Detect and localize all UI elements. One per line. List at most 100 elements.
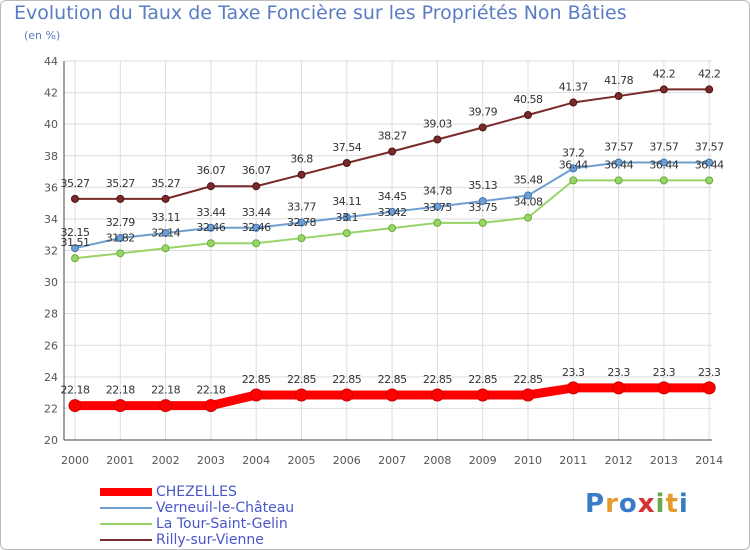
data-label: 33.75 <box>468 201 497 214</box>
legend-item-la-tour: La Tour-Saint-Gelin <box>100 516 294 532</box>
data-label: 36.8 <box>290 153 313 166</box>
data-label: 22.85 <box>468 373 497 386</box>
x-tick-label: 2011 <box>559 454 587 467</box>
data-label: 32.79 <box>106 216 135 229</box>
data-label: 32.78 <box>287 216 316 229</box>
legend-item-chezelles: CHEZELLES <box>100 484 294 500</box>
data-label: 34.45 <box>378 190 407 203</box>
data-point <box>702 381 716 395</box>
x-tick-label: 2002 <box>152 454 180 467</box>
data-label: 22.18 <box>61 384 90 397</box>
y-tick-label: 26 <box>44 339 58 352</box>
y-tick-label: 42 <box>44 87 58 100</box>
data-label: 42.2 <box>653 67 676 80</box>
data-label: 39.79 <box>468 105 497 118</box>
data-point <box>569 176 578 185</box>
data-point <box>342 159 351 168</box>
data-point <box>297 170 306 179</box>
data-label: 36.07 <box>196 164 225 177</box>
data-point <box>68 399 82 413</box>
data-label: 37.57 <box>604 141 633 154</box>
chart-legend: CHEZELLES Verneuil-le-Château La Tour-Sa… <box>100 484 294 548</box>
data-point <box>705 158 714 167</box>
data-label: 34.11 <box>332 195 361 208</box>
y-tick-label: 36 <box>44 181 58 194</box>
data-label: 32.46 <box>242 221 271 234</box>
y-tick-label: 30 <box>44 276 58 289</box>
data-label: 35.27 <box>61 177 90 190</box>
data-label: 36.07 <box>242 164 271 177</box>
data-label: 36.44 <box>559 158 588 171</box>
data-label: 33.44 <box>242 206 271 219</box>
x-tick-label: 2006 <box>333 454 361 467</box>
data-label: 35.13 <box>468 179 497 192</box>
data-point <box>614 158 623 167</box>
chart-subtitle: (en %) <box>24 29 61 42</box>
data-point <box>71 194 79 203</box>
legend-swatch-chezelles <box>100 488 152 496</box>
data-label: 34.78 <box>423 185 452 198</box>
data-label: 31.51 <box>61 236 90 249</box>
data-point <box>476 388 490 402</box>
x-tick-label: 2003 <box>197 454 225 467</box>
data-point <box>657 381 671 395</box>
data-point <box>705 176 714 185</box>
y-tick-label: 32 <box>44 245 58 258</box>
data-point <box>161 194 170 203</box>
data-label: 33.77 <box>287 201 316 214</box>
data-point <box>206 182 215 191</box>
x-tick-label: 2007 <box>378 454 406 467</box>
data-point <box>659 158 668 167</box>
data-label: 23.3 <box>562 366 585 379</box>
x-tick-label: 2010 <box>514 454 542 467</box>
data-label: 22.18 <box>106 384 135 397</box>
data-point <box>478 123 487 132</box>
data-point <box>614 92 623 101</box>
data-label: 34.08 <box>514 196 543 209</box>
data-label: 32.15 <box>61 226 90 239</box>
data-label: 22.85 <box>242 373 271 386</box>
data-label: 23.3 <box>698 366 721 379</box>
legend-swatch-la-tour <box>100 523 152 525</box>
data-point <box>566 381 580 395</box>
data-point <box>297 218 306 227</box>
data-label: 41.78 <box>604 74 633 87</box>
data-label: 42.2 <box>698 67 721 80</box>
data-point <box>297 234 306 243</box>
chart-title: Evolution du Taux de Taxe Foncière sur l… <box>14 2 627 24</box>
data-point <box>159 399 173 413</box>
data-point <box>569 164 578 173</box>
data-point <box>433 202 442 211</box>
data-label: 35.27 <box>106 177 135 190</box>
x-tick-label: 2004 <box>242 454 270 467</box>
data-label: 37.57 <box>649 141 678 154</box>
data-point <box>524 111 532 120</box>
data-label: 38.27 <box>378 129 407 142</box>
data-label: 35.27 <box>151 177 180 190</box>
x-tick-label: 2001 <box>106 454 134 467</box>
data-point <box>388 224 397 233</box>
data-point <box>433 218 442 227</box>
data-point <box>116 249 125 258</box>
x-tick-label: 2000 <box>61 454 89 467</box>
data-label: 37.57 <box>695 141 724 154</box>
data-label: 39.03 <box>423 117 452 130</box>
y-tick-label: 24 <box>44 371 58 384</box>
x-tick-label: 2012 <box>605 454 633 467</box>
data-point <box>161 244 170 253</box>
legend-item-rilly: Rilly-sur-Vienne <box>100 532 294 548</box>
data-label: 40.58 <box>514 93 543 106</box>
data-label: 33.75 <box>423 201 452 214</box>
data-label: 33.42 <box>378 206 407 219</box>
data-point <box>385 388 399 402</box>
data-point <box>71 244 79 253</box>
data-label: 22.85 <box>332 373 361 386</box>
data-label: 31.82 <box>106 231 135 244</box>
legend-label-rilly: Rilly-sur-Vienne <box>156 532 264 548</box>
y-tick-label: 38 <box>44 150 58 163</box>
legend-swatch-rilly <box>100 539 152 541</box>
data-point <box>249 388 263 402</box>
data-point <box>521 388 535 402</box>
data-point <box>206 223 215 232</box>
